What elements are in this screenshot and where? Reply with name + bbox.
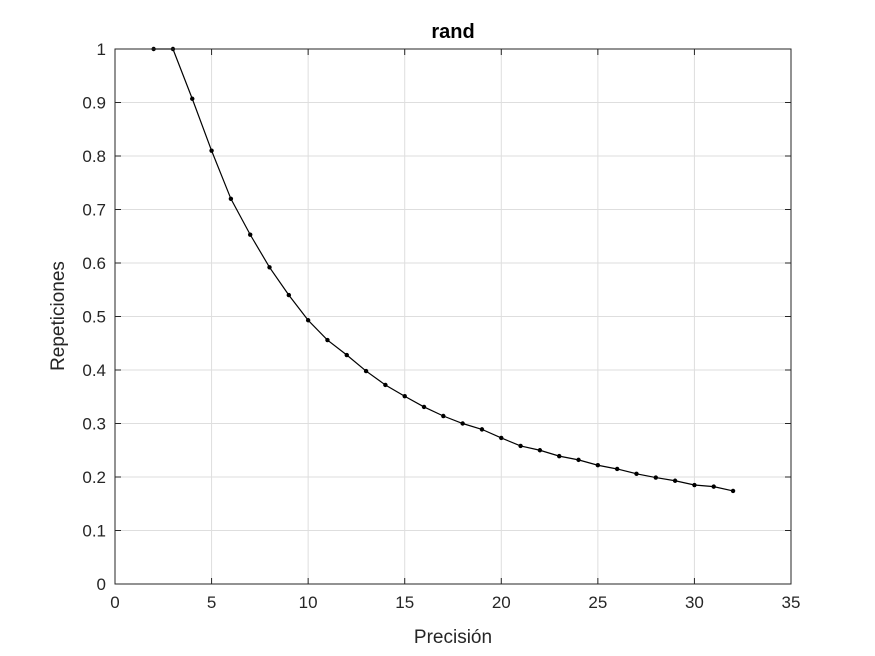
data-point xyxy=(576,457,581,463)
y-tick-label: 0.7 xyxy=(82,201,106,220)
x-tick-label: 10 xyxy=(299,593,318,612)
data-point xyxy=(634,471,639,476)
data-point xyxy=(421,404,427,410)
tick-marks xyxy=(114,48,792,585)
data-point xyxy=(499,435,504,441)
y-tick-label: 0.9 xyxy=(82,94,106,113)
data-point xyxy=(460,421,465,426)
y-tick-label: 0 xyxy=(97,575,106,594)
data-point xyxy=(344,352,349,358)
data-point xyxy=(479,427,485,432)
x-tick-label: 0 xyxy=(110,593,119,612)
chart-title: rand xyxy=(431,21,474,43)
x-tick-label: 30 xyxy=(685,593,704,612)
data-point xyxy=(267,265,272,270)
data-point xyxy=(711,484,716,489)
data-point xyxy=(692,482,697,488)
data-point xyxy=(518,443,523,449)
x-tick-label: 20 xyxy=(492,593,511,612)
data-point xyxy=(557,453,562,459)
data-point xyxy=(190,96,195,101)
data-point xyxy=(672,478,678,483)
x-tick-labels: 0 5 10 15 20 25 30 35 xyxy=(110,593,800,612)
data-point xyxy=(730,488,736,494)
x-tick-label: 25 xyxy=(588,593,607,612)
data-point xyxy=(305,318,311,323)
x-tick-label: 5 xyxy=(207,593,216,612)
data-point xyxy=(653,475,658,480)
y-tick-label: 0.4 xyxy=(82,361,106,380)
grid-lines xyxy=(115,49,791,584)
y-tick-label: 0.1 xyxy=(82,522,106,541)
data-point xyxy=(286,292,292,298)
y-tick-labels: 0 0.1 0.2 0.3 0.4 0.5 0.6 0.7 0.8 0.9 1 xyxy=(82,40,106,594)
data-point xyxy=(209,148,214,153)
data-point xyxy=(595,463,601,468)
y-tick-label: 0.5 xyxy=(82,308,106,327)
data-point xyxy=(537,448,543,453)
data-point xyxy=(441,413,446,419)
x-tick-label: 15 xyxy=(395,593,414,612)
y-tick-label: 0.8 xyxy=(82,147,106,166)
series-layer xyxy=(151,46,736,494)
x-axis-label: Precisión xyxy=(414,627,492,648)
data-point xyxy=(363,368,369,374)
data-point xyxy=(402,394,407,399)
y-tick-label: 0.6 xyxy=(82,254,106,273)
data-point xyxy=(248,232,253,237)
y-axis-label: Repeticiones xyxy=(48,261,69,371)
data-point xyxy=(228,196,234,201)
data-point xyxy=(325,337,330,343)
data-point xyxy=(614,466,620,472)
data-point xyxy=(383,382,388,388)
x-tick-label: 35 xyxy=(782,593,801,612)
y-tick-label: 1 xyxy=(97,40,106,59)
y-tick-label: 0.2 xyxy=(82,468,106,487)
y-tick-label: 0.3 xyxy=(82,415,106,434)
